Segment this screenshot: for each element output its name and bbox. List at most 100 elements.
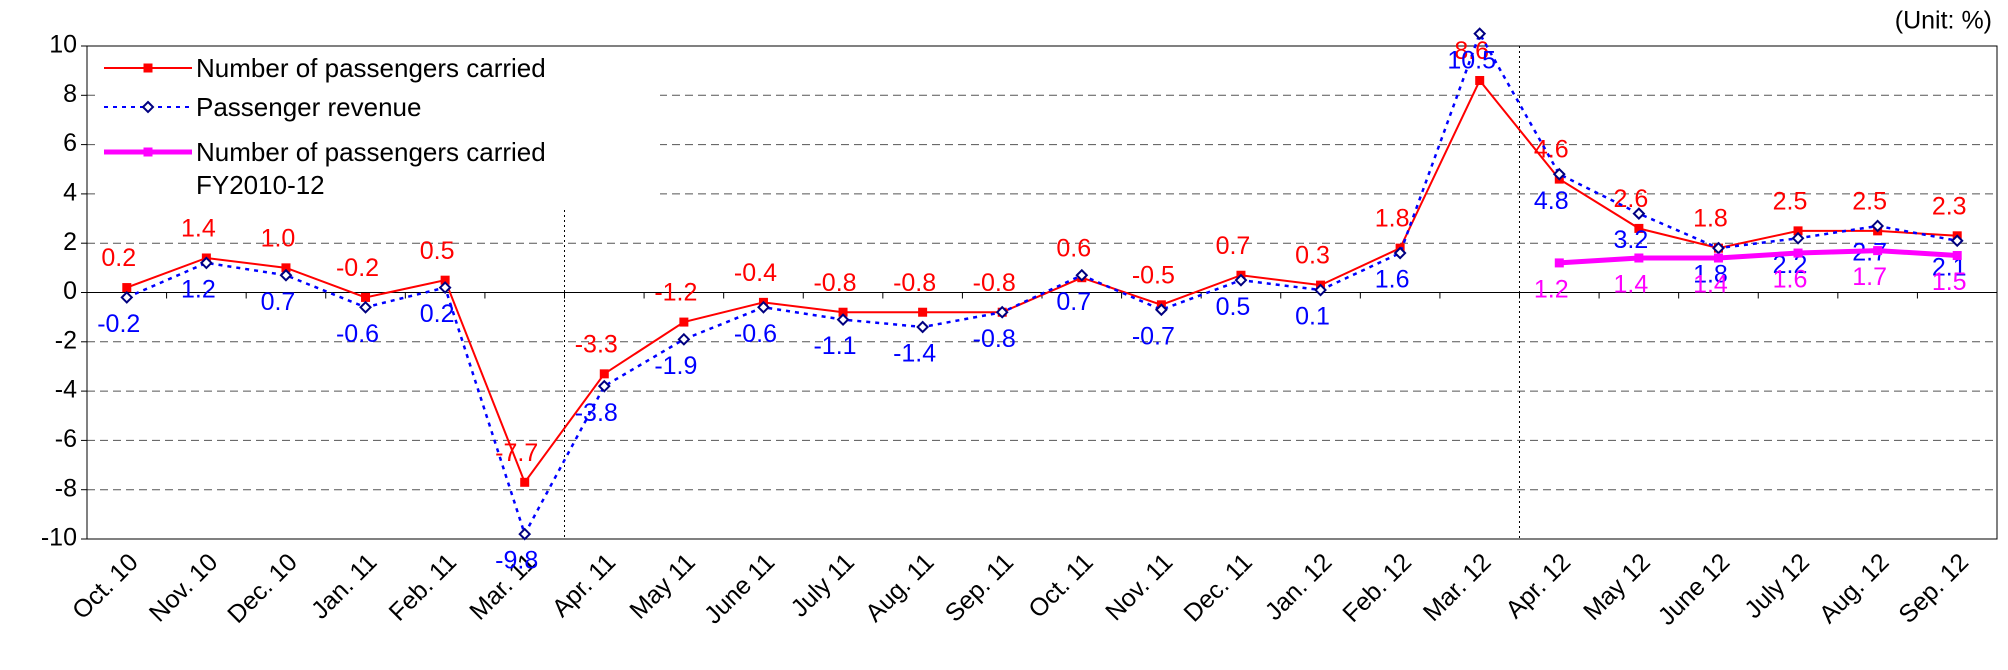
x-tick-label: June 12 [1653, 548, 1736, 631]
legend-swatch [104, 63, 192, 73]
marker [122, 283, 132, 293]
legend: Number of passengers carried Passenger re… [100, 52, 660, 208]
data-label: 0.3 [1295, 242, 1330, 270]
data-label: -0.7 [1132, 322, 1175, 350]
data-label: 3.2 [1613, 226, 1648, 254]
data-label: 8.6 [1454, 37, 1489, 65]
marker [1871, 219, 1885, 233]
legend-item: Number of passengers carried FY2010-12 [100, 136, 660, 202]
x-tick-label: Sep. 12 [1893, 548, 1974, 629]
marker [679, 317, 689, 327]
data-label: -0.6 [336, 320, 379, 348]
marker [836, 313, 850, 327]
data-label: 1.2 [181, 276, 216, 304]
marker [599, 369, 609, 379]
marker [1634, 253, 1644, 263]
data-label: -1.2 [654, 279, 697, 307]
series-line [126, 30, 1958, 538]
legend-label: Number of passengers carried [196, 53, 546, 83]
marker [1713, 253, 1723, 263]
data-label: 1.0 [261, 224, 296, 252]
marker [918, 307, 928, 317]
unit-label: (Unit: %) [1895, 7, 1992, 35]
data-label: 10.5 [1447, 46, 1496, 74]
x-tick-label: Aug. 11 [860, 548, 939, 627]
x-tick-label: July 11 [785, 548, 860, 623]
y-tick-label: 6 [63, 129, 77, 157]
y-tick-label: 2 [63, 228, 77, 256]
marker [916, 320, 930, 334]
marker [518, 527, 532, 541]
marker [120, 291, 134, 304]
x-tick-label: Apr. 12 [1500, 548, 1576, 624]
y-tick-label: 0 [63, 277, 77, 305]
x-tick-label: Oct. 10 [67, 548, 144, 625]
data-label: 1.8 [1693, 261, 1728, 289]
x-tick-label: May 11 [624, 548, 700, 624]
data-label: 1.6 [1773, 266, 1808, 294]
marker [597, 379, 611, 393]
y-tick-label: 8 [63, 80, 77, 108]
data-label: 2.6 [1613, 185, 1648, 213]
legend-item: Passenger revenue [100, 91, 421, 124]
marker [438, 281, 452, 294]
marker [1873, 246, 1883, 256]
marker [1075, 268, 1089, 282]
marker [677, 332, 691, 346]
marker [440, 275, 450, 285]
marker [1473, 27, 1487, 41]
marker [279, 268, 293, 282]
data-label: -0.8 [813, 269, 856, 297]
marker [1552, 167, 1566, 181]
marker [757, 300, 770, 314]
data-label: 2.5 [1773, 187, 1808, 215]
data-label: 0.7 [1216, 232, 1251, 260]
marker [1793, 248, 1803, 258]
data-label: -0.8 [893, 269, 936, 297]
data-label: -0.5 [1132, 261, 1175, 289]
data-label: -0.4 [734, 259, 777, 287]
x-tick-label: Feb. 11 [384, 548, 462, 626]
data-label: 0.2 [101, 244, 136, 272]
marker [520, 477, 530, 487]
y-tick-label: -10 [41, 524, 77, 552]
x-tick-label: Jan. 12 [1260, 548, 1338, 626]
y-tick-label: -8 [55, 474, 77, 502]
data-label: 0.7 [1056, 288, 1091, 316]
data-label: -1.4 [893, 340, 936, 368]
marker [1475, 76, 1485, 86]
data-label: -3.8 [575, 399, 618, 427]
marker [1952, 251, 1962, 261]
marker [995, 305, 1009, 319]
marker [1950, 234, 1964, 248]
data-label: -0.8 [973, 269, 1016, 297]
marker [281, 263, 291, 273]
x-tick-label: Aug. 12 [1814, 548, 1895, 629]
data-label: -0.2 [97, 310, 140, 338]
data-label: -7.7 [495, 439, 538, 467]
data-label: 1.4 [1613, 271, 1648, 299]
marker [1393, 246, 1407, 260]
x-tick-label: July 12 [1739, 548, 1815, 624]
data-label: -3.3 [575, 330, 618, 358]
x-tick-label: Feb. 12 [1337, 548, 1417, 628]
y-tick-label: -6 [55, 425, 77, 453]
data-label: 0.5 [1216, 293, 1251, 321]
x-tick-label: Nov. 10 [144, 548, 223, 627]
legend-swatch [104, 147, 192, 157]
x-tick-label: June 11 [699, 548, 780, 629]
marker [1712, 241, 1725, 255]
marker [1634, 223, 1644, 233]
legend-label: Number of passengers carried FY2010-12 [196, 137, 546, 200]
marker [1793, 226, 1803, 236]
data-label: 0.7 [261, 288, 296, 316]
marker [1554, 258, 1564, 268]
marker [1154, 303, 1168, 317]
marker [199, 256, 213, 270]
data-label: 4.8 [1534, 187, 1569, 215]
y-tick-label: 10 [49, 31, 77, 59]
series-line [1559, 248, 1958, 266]
data-label: 1.8 [1375, 205, 1410, 233]
y-tick-label: -4 [55, 376, 77, 404]
